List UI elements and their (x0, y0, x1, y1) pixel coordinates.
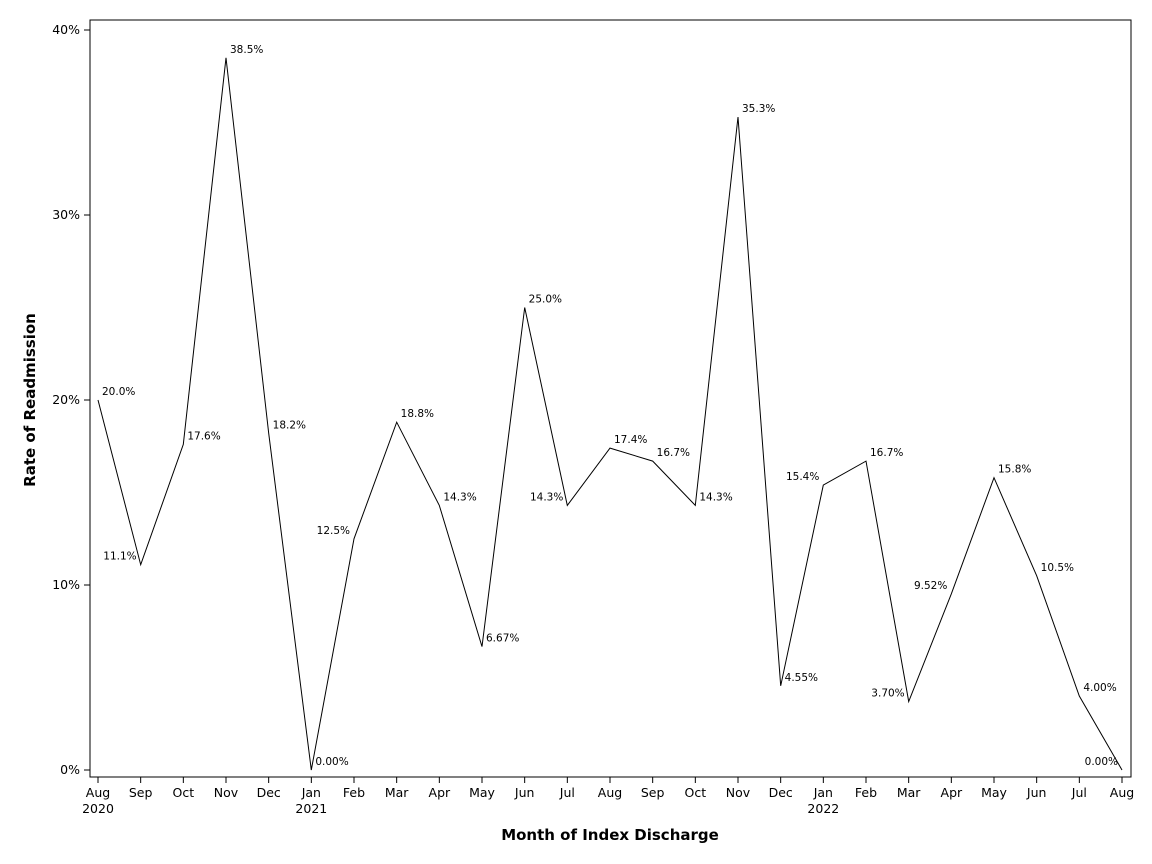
x-tick-label: Apr (429, 785, 451, 800)
x-year-label: 2020 (82, 801, 114, 816)
y-axis: 0% 10% 20% 30% 40% (52, 22, 90, 777)
data-label: 35.3% (742, 103, 775, 115)
x-tick-label: Jan (301, 785, 321, 800)
x-tick-label: Sep (641, 785, 665, 800)
x-tick-label: Sep (129, 785, 153, 800)
y-tick-label: 20% (52, 392, 80, 407)
data-label: 10.5% (1041, 562, 1074, 574)
data-label: 14.3% (443, 491, 476, 503)
data-label: 6.67% (486, 633, 519, 645)
x-tick-label: Mar (385, 785, 409, 800)
data-label: 18.2% (273, 419, 306, 431)
data-label: 16.7% (657, 447, 690, 459)
x-tick-label: Jul (1071, 785, 1087, 800)
y-tick-label: 0% (60, 762, 80, 777)
x-tick-label: Jun (1026, 785, 1047, 800)
data-label: 4.55% (785, 672, 818, 684)
x-tick-label: Feb (343, 785, 365, 800)
x-tick-label: May (981, 785, 1007, 800)
data-label: 0.00% (1085, 756, 1118, 768)
data-label: 14.3% (530, 491, 563, 503)
data-label: 4.00% (1083, 682, 1116, 694)
y-tick-label: 10% (52, 577, 80, 592)
data-label: 14.3% (699, 491, 732, 503)
x-tick-label: Oct (685, 785, 707, 800)
x-tick-label: Feb (855, 785, 877, 800)
data-label: 20.0% (102, 386, 135, 398)
x-tick-label: Jun (514, 785, 535, 800)
data-label: 25.0% (529, 294, 562, 306)
data-label: 15.4% (786, 471, 819, 483)
x-tick-label: Dec (257, 785, 281, 800)
x-tick-label: Jul (559, 785, 575, 800)
data-label: 17.6% (187, 430, 220, 442)
data-label: 11.1% (103, 551, 136, 563)
x-year-label: 2021 (295, 801, 327, 816)
data-label: 17.4% (614, 434, 647, 446)
data-label: 16.7% (870, 447, 903, 459)
x-tick-label: Aug (598, 785, 622, 800)
x-tick-label: Apr (941, 785, 963, 800)
x-tick-label: Aug (1110, 785, 1134, 800)
data-label: 15.8% (998, 464, 1031, 476)
x-tick-label: Dec (769, 785, 793, 800)
data-label: 12.5% (317, 525, 350, 537)
y-axis-title: Rate of Readmission (21, 313, 39, 487)
x-axis-title: Month of Index Discharge (501, 826, 719, 844)
data-label: 3.70% (871, 688, 904, 700)
x-tick-label: Mar (897, 785, 921, 800)
x-tick-label: Nov (726, 785, 751, 800)
data-label: 18.8% (401, 408, 434, 420)
x-year-label: 2022 (807, 801, 839, 816)
plot-frame (89, 19, 1132, 778)
x-tick-label: May (469, 785, 495, 800)
x-tick-label: Nov (214, 785, 239, 800)
data-labels: 20.0% 11.1% 17.6% 38.5% 18.2% 0.00% 12.5% 18.8%… (102, 44, 1118, 768)
x-tick-label: Aug (86, 785, 110, 800)
x-tick-label: Jan (813, 785, 833, 800)
data-label: 9.52% (914, 580, 947, 592)
readmission-rate-line (97, 57, 1123, 771)
y-tick-label: 30% (52, 207, 80, 222)
data-label: 38.5% (230, 44, 263, 56)
x-axis: Aug Sep Oct Nov Dec Jan Feb Mar Apr May Jun Jul Aug S… (82, 777, 1134, 816)
y-tick-label: 40% (52, 22, 80, 37)
x-tick-label: Oct (173, 785, 195, 800)
data-label: 0.00% (315, 756, 348, 768)
